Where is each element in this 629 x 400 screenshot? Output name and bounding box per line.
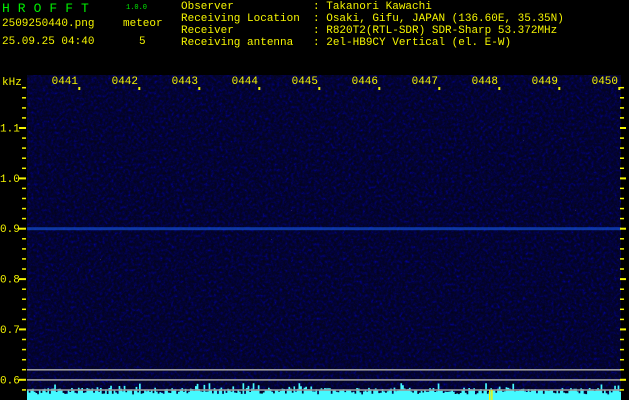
svg-text:0.6: 0.6 xyxy=(0,375,20,387)
svg-text:0444: 0444 xyxy=(232,76,259,88)
svg-text:0446: 0446 xyxy=(352,76,378,88)
svg-text:0.8: 0.8 xyxy=(0,275,20,287)
svg-text:0442: 0442 xyxy=(112,76,138,88)
svg-text:0.7: 0.7 xyxy=(0,325,20,337)
svg-text:0445: 0445 xyxy=(292,76,318,88)
svg-text:0450: 0450 xyxy=(592,76,618,88)
svg-text:0449: 0449 xyxy=(532,76,558,88)
svg-text:1.0: 1.0 xyxy=(0,174,20,186)
svg-text:0441: 0441 xyxy=(52,76,79,88)
svg-text:0443: 0443 xyxy=(172,76,198,88)
svg-text:0.9: 0.9 xyxy=(0,224,20,236)
svg-text:1.1: 1.1 xyxy=(0,124,20,136)
svg-text:0447: 0447 xyxy=(412,76,438,88)
svg-text:0448: 0448 xyxy=(472,76,498,88)
